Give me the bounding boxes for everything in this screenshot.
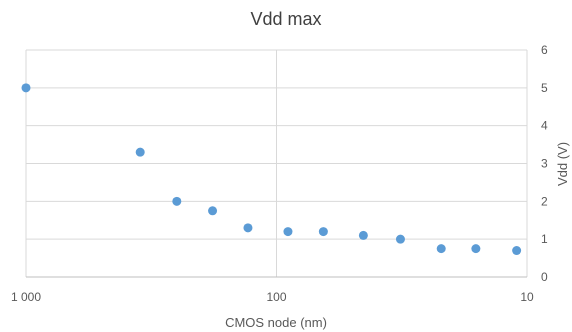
x-tick-label: 10 [520, 290, 534, 304]
y-tick-label: 0 [541, 270, 548, 284]
grid [25, 49, 528, 278]
data-point [135, 147, 145, 157]
x-axis-ticks: 1 000 100 10 [11, 290, 534, 304]
y-tick-label: 1 [541, 232, 548, 246]
data-point [21, 83, 31, 93]
data-point [283, 227, 293, 237]
data-point [395, 234, 405, 244]
chart-title: Vdd max [250, 9, 321, 29]
data-point [512, 246, 522, 256]
data-point [358, 230, 368, 240]
y-tick-label: 2 [541, 194, 548, 208]
data-point [436, 244, 446, 254]
y-tick-label: 6 [541, 43, 548, 57]
y-axis-title: Vdd (V) [555, 142, 570, 186]
x-tick-label: 1 000 [11, 290, 41, 304]
data-points [21, 83, 522, 256]
x-axis-title: CMOS node (nm) [225, 315, 327, 330]
y-tick-label: 5 [541, 81, 548, 95]
x-tick-label: 100 [266, 290, 286, 304]
data-point [172, 196, 182, 206]
data-point [208, 206, 218, 216]
y-axis-ticks: 0 1 2 3 4 5 6 [541, 43, 548, 284]
data-point [318, 227, 328, 237]
y-tick-label: 4 [541, 119, 548, 133]
data-point [471, 244, 481, 254]
data-point [243, 223, 253, 233]
y-tick-label: 3 [541, 157, 548, 171]
